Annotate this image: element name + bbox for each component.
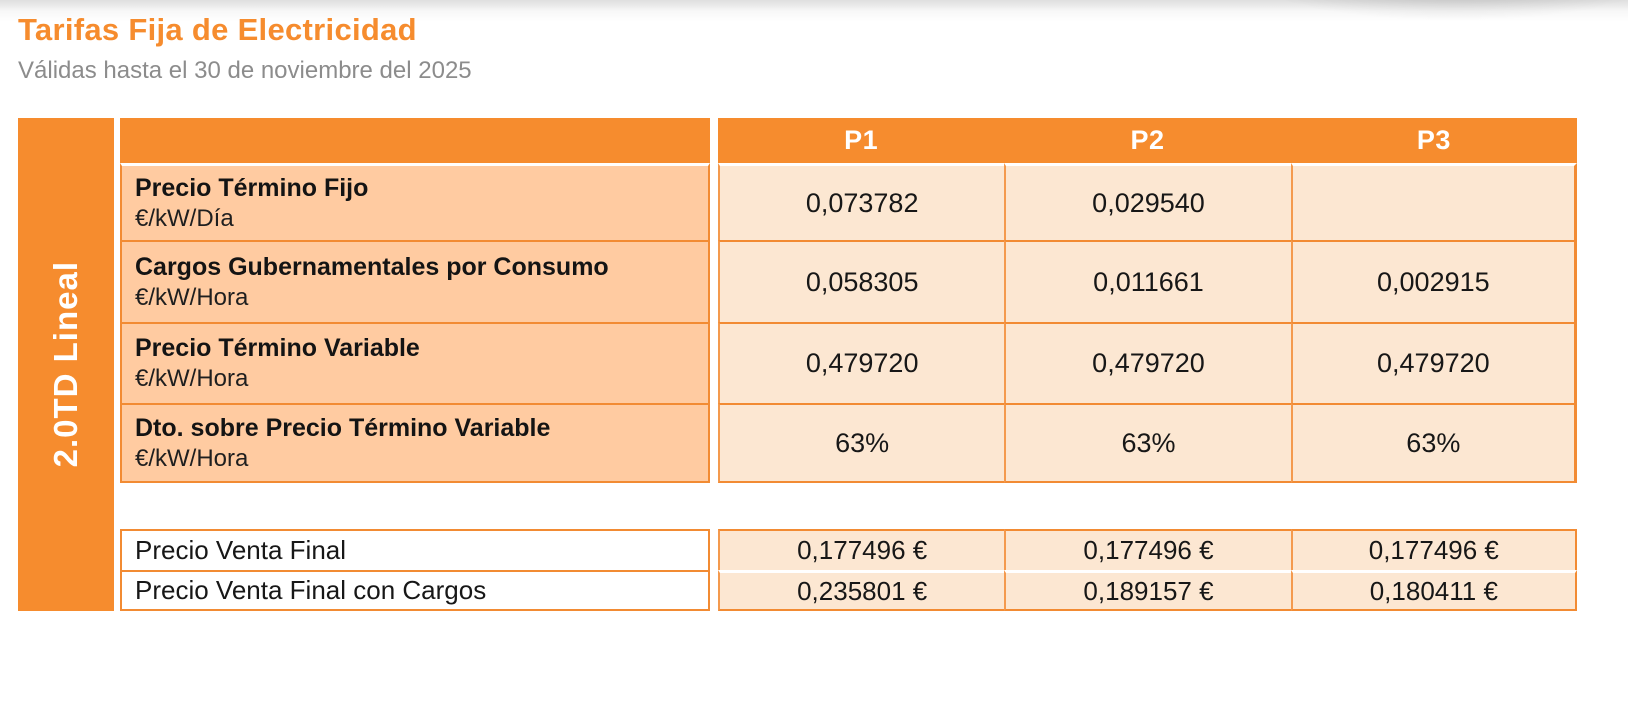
value-cell-r3-p2: 0,479720	[1004, 322, 1291, 403]
column-gutter	[710, 529, 718, 570]
column-header-p1: P1	[718, 118, 1005, 163]
spacer-row	[120, 483, 1577, 529]
value-cell-r4-p1: 63%	[718, 403, 1005, 483]
column-gutter	[710, 118, 718, 163]
page-subtitle: Válidas hasta el 30 de noviembre del 202…	[18, 57, 472, 84]
column-header-p2: P2	[1004, 118, 1291, 163]
value-cell-r3-p3: 0,479720	[1290, 322, 1577, 403]
value-cell-r1-p3	[1290, 163, 1577, 240]
column-gutter	[710, 322, 718, 403]
summary-cell-r6-p2: 0,189157 €	[1004, 570, 1291, 611]
value-cell-r2-p3: 0,002915	[1290, 240, 1577, 322]
summary-label-precio-venta-final: Precio Venta Final	[120, 529, 710, 570]
summary-cell-r6-p3: 0,180411 €	[1290, 570, 1577, 611]
row-unit: €/kW/Hora	[135, 365, 249, 393]
value-cell-r4-p3: 63%	[1290, 403, 1577, 483]
tariff-table: 2.0TD Lineal P1 P2 P3 Precio Término Fij…	[18, 118, 1577, 611]
row-unit: €/kW/Hora	[135, 444, 249, 472]
column-gutter	[710, 403, 718, 483]
summary-cell-r5-p3: 0,177496 €	[1290, 529, 1577, 570]
tariff-grid: P1 P2 P3 Precio Término Fijo €/kW/Día 0,…	[120, 118, 1577, 611]
summary-label-precio-venta-final-con-cargos: Precio Venta Final con Cargos	[120, 570, 710, 611]
row-title: Precio Término Variable	[135, 334, 420, 363]
summary-cell-r6-p1: 0,235801 €	[718, 570, 1005, 611]
row-unit: €/kW/Día	[135, 204, 234, 232]
row-label-cargos-gubernamentales: Cargos Gubernamentales por Consumo €/kW/…	[120, 240, 710, 322]
row-title: Cargos Gubernamentales por Consumo	[135, 252, 609, 281]
row-title: Precio Término Fijo	[135, 173, 369, 202]
column-gutter	[710, 240, 718, 322]
value-cell-r2-p1: 0,058305	[718, 240, 1005, 322]
value-cell-r2-p2: 0,011661	[1004, 240, 1291, 322]
value-cell-r1-p2: 0,029540	[1004, 163, 1291, 240]
tariff-group-label: 2.0TD Lineal	[47, 261, 84, 468]
value-cell-r4-p2: 63%	[1004, 403, 1291, 483]
row-label-precio-termino-variable: Precio Término Variable €/kW/Hora	[120, 322, 710, 403]
column-gutter	[710, 163, 718, 240]
column-header-p3: P3	[1290, 118, 1577, 163]
row-unit: €/kW/Hora	[135, 283, 249, 311]
row-label-dto-precio-termino-variable: Dto. sobre Precio Término Variable €/kW/…	[120, 403, 710, 483]
value-cell-r3-p1: 0,479720	[718, 322, 1005, 403]
page-title: Tarifas Fija de Electricidad	[18, 12, 417, 47]
summary-cell-r5-p1: 0,177496 €	[718, 529, 1005, 570]
header-spacer	[120, 118, 710, 163]
row-label-precio-termino-fijo: Precio Término Fijo €/kW/Día	[120, 163, 710, 240]
summary-cell-r5-p2: 0,177496 €	[1004, 529, 1291, 570]
tariff-group-band: 2.0TD Lineal	[18, 118, 114, 611]
column-gutter	[710, 570, 718, 611]
row-title: Dto. sobre Precio Término Variable	[135, 413, 551, 442]
value-cell-r1-p1: 0,073782	[718, 163, 1005, 240]
